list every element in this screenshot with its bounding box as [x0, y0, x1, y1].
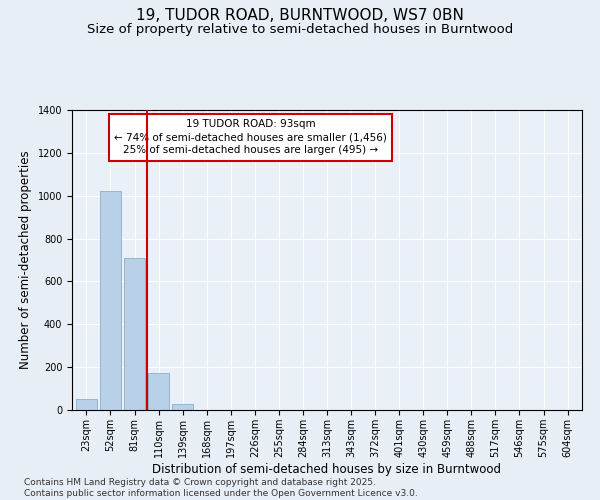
Text: 19 TUDOR ROAD: 93sqm
← 74% of semi-detached houses are smaller (1,456)
25% of se: 19 TUDOR ROAD: 93sqm ← 74% of semi-detac…: [114, 119, 387, 156]
Text: Size of property relative to semi-detached houses in Burntwood: Size of property relative to semi-detach…: [87, 22, 513, 36]
X-axis label: Distribution of semi-detached houses by size in Burntwood: Distribution of semi-detached houses by …: [152, 462, 502, 475]
Bar: [100, 192, 121, 410]
Text: 19, TUDOR ROAD, BURNTWOOD, WS7 0BN: 19, TUDOR ROAD, BURNTWOOD, WS7 0BN: [136, 8, 464, 22]
Bar: [172, 404, 193, 410]
Text: Contains HM Land Registry data © Crown copyright and database right 2025.
Contai: Contains HM Land Registry data © Crown c…: [24, 478, 418, 498]
Bar: [148, 372, 169, 410]
Y-axis label: Number of semi-detached properties: Number of semi-detached properties: [19, 150, 32, 370]
Bar: [124, 258, 145, 410]
Bar: [76, 400, 97, 410]
